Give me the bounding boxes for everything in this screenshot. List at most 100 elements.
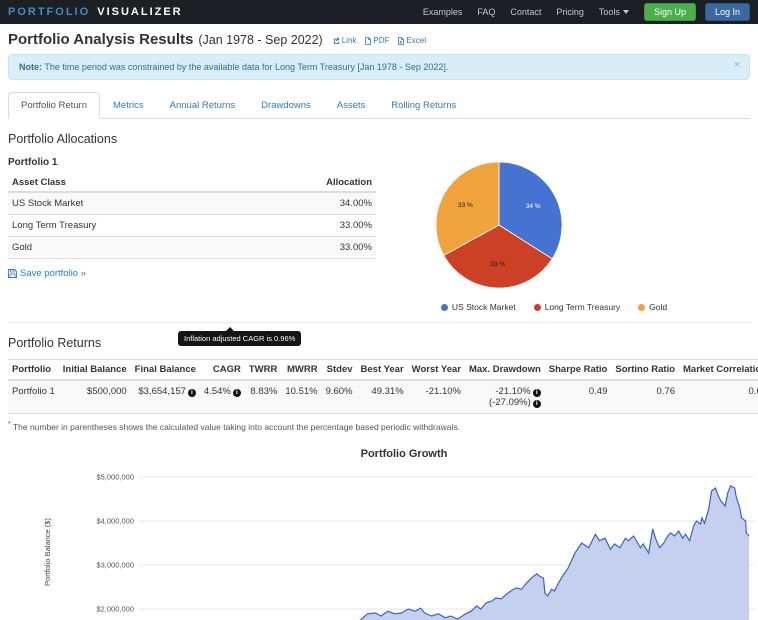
col-best-year: Best Year bbox=[357, 360, 408, 381]
brand-portfolio: PORTFOLIO bbox=[8, 6, 90, 18]
col-mwrr: MWRR bbox=[281, 360, 321, 381]
link-excel[interactable]: Excel bbox=[398, 36, 426, 45]
legend-us-stock: US Stock Market bbox=[441, 302, 516, 312]
asset-name: Gold bbox=[8, 237, 240, 259]
legend-gold: Gold bbox=[638, 302, 667, 312]
cell-stdev: 9.60% bbox=[322, 380, 357, 414]
portfolio-name: Portfolio 1 bbox=[8, 157, 376, 168]
pdf-file-icon bbox=[365, 37, 371, 45]
tab-assets[interactable]: Assets bbox=[324, 92, 379, 119]
tab-rolling-returns[interactable]: Rolling Returns bbox=[378, 92, 469, 119]
caret-down-icon bbox=[623, 10, 629, 14]
link-share[interactable]: Link bbox=[333, 36, 357, 45]
close-icon[interactable]: × bbox=[734, 60, 740, 71]
col-sortino: Sortino Ratio bbox=[611, 360, 679, 381]
top-navbar: PORTFOLIO VISUALIZER Examples FAQ Contac… bbox=[0, 0, 758, 24]
pie-slice-label: 33 % bbox=[490, 261, 505, 268]
page-date-range: (Jan 1978 - Sep 2022) bbox=[198, 33, 322, 47]
y-axis-tick-label: $5,000,000 bbox=[96, 472, 134, 481]
returns-table: Portfolio Initial Balance Final Balance … bbox=[8, 359, 758, 414]
asset-alloc: 34.00% bbox=[240, 192, 376, 215]
asset-name: US Stock Market bbox=[8, 192, 240, 215]
pie-legend: US Stock Market Long Term Treasury Gold bbox=[424, 302, 684, 312]
tab-drawdowns[interactable]: Drawdowns bbox=[248, 92, 324, 119]
tab-metrics[interactable]: Metrics bbox=[100, 92, 157, 119]
info-icon[interactable]: i bbox=[188, 389, 196, 397]
page-header: Portfolio Analysis Results (Jan 1978 - S… bbox=[8, 31, 750, 48]
save-portfolio-link[interactable]: Save portfolio » bbox=[8, 268, 86, 279]
signup-button[interactable]: Sign Up bbox=[644, 3, 696, 21]
cell-portfolio: Portfolio 1 bbox=[8, 380, 59, 414]
page-title: Portfolio Analysis Results bbox=[8, 31, 193, 48]
y-axis-tick-label: $3,000,000 bbox=[96, 560, 134, 569]
info-alert: Note: The time period was constrained by… bbox=[8, 54, 750, 80]
results-tabs: Portfolio Return Metrics Annual Returns … bbox=[8, 92, 750, 119]
section-divider bbox=[8, 322, 750, 323]
table-footnote: * The number in parentheses shows the ca… bbox=[8, 421, 750, 432]
table-row: Portfolio 1 $500,000 $3,654,157i 4.54%i … bbox=[8, 380, 758, 414]
col-stdev: Stdev bbox=[322, 360, 357, 381]
table-row: Gold 33.00% bbox=[8, 237, 376, 259]
allocations-table: Asset Class Allocation US Stock Market 3… bbox=[8, 174, 376, 259]
col-initial-balance: Initial Balance bbox=[59, 360, 131, 381]
col-final-balance: Final Balance bbox=[131, 360, 200, 381]
col-max-drawdown: Max. Drawdown bbox=[465, 360, 545, 381]
external-link-icon bbox=[333, 37, 340, 44]
cell-initial-balance: $500,000 bbox=[59, 380, 131, 414]
col-portfolio: Portfolio bbox=[8, 360, 59, 381]
asset-alloc: 33.00% bbox=[240, 237, 376, 259]
growth-area-fill bbox=[138, 486, 749, 620]
portfolio-growth-chart: $2,000,000$3,000,000$4,000,000$5,000,000… bbox=[8, 462, 758, 620]
table-row: US Stock Market 34.00% bbox=[8, 192, 376, 215]
cell-market-correlation: 0.60 bbox=[679, 380, 758, 414]
login-button[interactable]: Log In bbox=[705, 3, 750, 21]
col-asset-class: Asset Class bbox=[8, 174, 240, 192]
nav-tools-dropdown[interactable]: Tools bbox=[599, 7, 629, 17]
allocations-heading: Portfolio Allocations bbox=[8, 132, 750, 146]
legend-long-term-treasury: Long Term Treasury bbox=[534, 302, 620, 312]
info-icon[interactable]: i bbox=[233, 389, 241, 397]
cell-max-drawdown: -21.10%i (-27.09%)i bbox=[465, 380, 545, 414]
table-row: Long Term Treasury 33.00% bbox=[8, 215, 376, 237]
cell-cagr: 4.54%i bbox=[200, 380, 245, 414]
asset-alloc: 33.00% bbox=[240, 215, 376, 237]
cagr-tooltip: Inflation adjusted CAGR is 0.96% bbox=[178, 331, 301, 346]
info-icon[interactable]: i bbox=[533, 400, 541, 408]
nav-contact[interactable]: Contact bbox=[510, 7, 541, 17]
note-text: The time period was constrained by the a… bbox=[42, 62, 448, 72]
brand-logo[interactable]: PORTFOLIO VISUALIZER bbox=[8, 6, 183, 18]
y-axis-label: Portfolio Balance ($) bbox=[43, 517, 52, 585]
tab-portfolio-return[interactable]: Portfolio Return bbox=[8, 92, 100, 119]
cell-twrr: 8.83% bbox=[245, 380, 282, 414]
cell-worst-year: -21.10% bbox=[408, 380, 465, 414]
cell-final-balance: $3,654,157i bbox=[131, 380, 200, 414]
col-cagr: CAGR bbox=[200, 360, 245, 381]
legend-dot bbox=[638, 304, 645, 311]
legend-dot bbox=[534, 304, 541, 311]
save-icon bbox=[8, 269, 17, 278]
returns-heading: Portfolio Returns bbox=[8, 336, 750, 350]
excel-file-icon bbox=[398, 37, 404, 45]
pie-slice-label: 34 % bbox=[526, 203, 541, 210]
info-icon[interactable]: i bbox=[533, 389, 541, 397]
pie-slice-label: 33 % bbox=[458, 202, 473, 209]
col-sharpe: Sharpe Ratio bbox=[545, 360, 612, 381]
nav-faq[interactable]: FAQ bbox=[477, 7, 495, 17]
col-twrr: TWRR bbox=[245, 360, 282, 381]
col-allocation: Allocation bbox=[240, 174, 376, 192]
col-market-correlation: Market Correlation bbox=[679, 360, 758, 381]
allocation-pie-chart: 34 % 33 % 33 % bbox=[432, 158, 566, 292]
cell-best-year: 49.31% bbox=[357, 380, 408, 414]
col-worst-year: Worst Year bbox=[408, 360, 465, 381]
nav-examples[interactable]: Examples bbox=[423, 7, 463, 17]
cell-sharpe: 0.49 bbox=[545, 380, 612, 414]
note-label: Note: bbox=[19, 62, 42, 72]
link-pdf[interactable]: PDF bbox=[365, 36, 389, 45]
tab-annual-returns[interactable]: Annual Returns bbox=[157, 92, 248, 119]
growth-chart-title: Portfolio Growth bbox=[33, 448, 758, 460]
asset-name: Long Term Treasury bbox=[8, 215, 240, 237]
legend-dot bbox=[441, 304, 448, 311]
y-axis-tick-label: $2,000,000 bbox=[96, 604, 134, 613]
brand-visualizer: VISUALIZER bbox=[97, 6, 182, 18]
nav-pricing[interactable]: Pricing bbox=[556, 7, 584, 17]
